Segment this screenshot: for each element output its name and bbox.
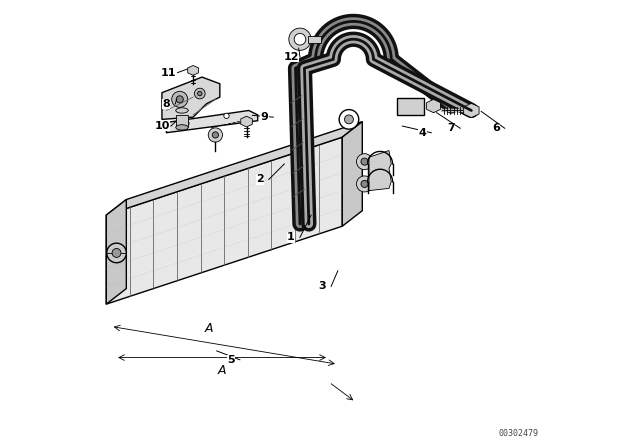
Polygon shape [166,111,258,133]
Polygon shape [188,65,198,75]
Polygon shape [106,137,342,304]
Circle shape [344,115,353,124]
Text: 7: 7 [447,123,455,133]
Text: 6: 6 [492,123,500,133]
Polygon shape [427,99,440,113]
Circle shape [107,243,126,263]
Text: 2: 2 [256,174,264,185]
Circle shape [195,88,205,99]
Circle shape [361,158,368,165]
Text: A: A [204,322,213,335]
Circle shape [176,96,183,103]
Text: 12: 12 [284,52,299,62]
Polygon shape [162,77,220,119]
Bar [397,99,424,116]
Bar [176,115,188,127]
Circle shape [172,91,188,108]
Text: 4: 4 [419,128,426,138]
Circle shape [212,132,218,138]
Circle shape [112,249,121,258]
Circle shape [356,176,372,192]
Polygon shape [106,199,126,304]
Circle shape [224,113,229,118]
Circle shape [339,110,359,129]
Text: 11: 11 [161,68,177,78]
Ellipse shape [176,125,188,130]
Polygon shape [106,121,362,215]
Text: A: A [218,364,227,377]
Circle shape [184,121,189,126]
Circle shape [361,181,368,188]
Text: 10: 10 [154,121,170,131]
Polygon shape [342,121,362,226]
Circle shape [208,128,223,142]
Text: 9: 9 [260,112,268,122]
Polygon shape [241,116,252,127]
Bar [308,36,321,43]
Circle shape [289,28,311,50]
Text: 00302479: 00302479 [498,429,538,438]
Text: 1: 1 [287,233,295,242]
Polygon shape [463,103,479,117]
Text: 5: 5 [227,355,235,365]
Text: 8: 8 [163,99,170,109]
Circle shape [356,154,372,170]
Polygon shape [369,151,391,190]
Ellipse shape [176,108,188,113]
Text: 3: 3 [319,281,326,291]
Circle shape [294,34,306,45]
Circle shape [198,91,202,96]
